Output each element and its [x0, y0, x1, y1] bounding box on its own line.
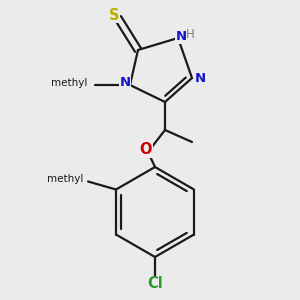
Text: Cl: Cl [147, 277, 163, 292]
Text: N: N [194, 71, 206, 85]
Text: N: N [119, 76, 130, 89]
Text: S: S [109, 8, 119, 22]
Text: H: H [186, 28, 194, 40]
Text: methyl: methyl [51, 78, 87, 88]
Text: O: O [140, 142, 152, 158]
Text: methyl: methyl [47, 175, 83, 184]
Text: N: N [176, 31, 187, 44]
